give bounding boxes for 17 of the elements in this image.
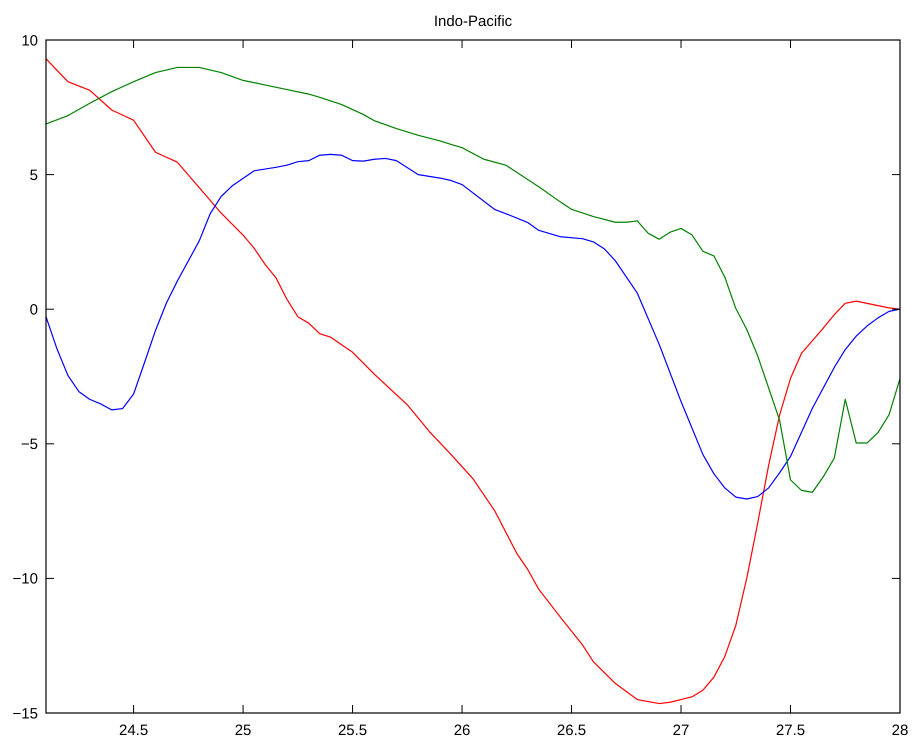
y-tick-label: 0 bbox=[30, 301, 38, 318]
x-tick-label: 25.5 bbox=[338, 722, 368, 739]
x-tick-label: 26 bbox=[454, 722, 470, 739]
x-tick-label: 28 bbox=[892, 722, 908, 739]
y-tick-label: −10 bbox=[12, 570, 38, 588]
y-tick-label: 5 bbox=[30, 166, 38, 184]
line-series bbox=[45, 154, 901, 500]
y-tick-label: −5 bbox=[20, 436, 38, 454]
x-tick-label: 25 bbox=[234, 722, 252, 739]
x-tick-label: 27 bbox=[672, 722, 690, 739]
y-tick-label: −15 bbox=[12, 705, 38, 722]
chart-title: Indo-Pacific bbox=[434, 13, 513, 30]
line-series bbox=[45, 66, 901, 493]
x-tick-label: 27.5 bbox=[776, 722, 806, 739]
x-tick-label: 26.5 bbox=[556, 722, 586, 739]
y-tick-label: 10 bbox=[21, 32, 38, 50]
x-tick-label: 24.5 bbox=[118, 722, 148, 739]
